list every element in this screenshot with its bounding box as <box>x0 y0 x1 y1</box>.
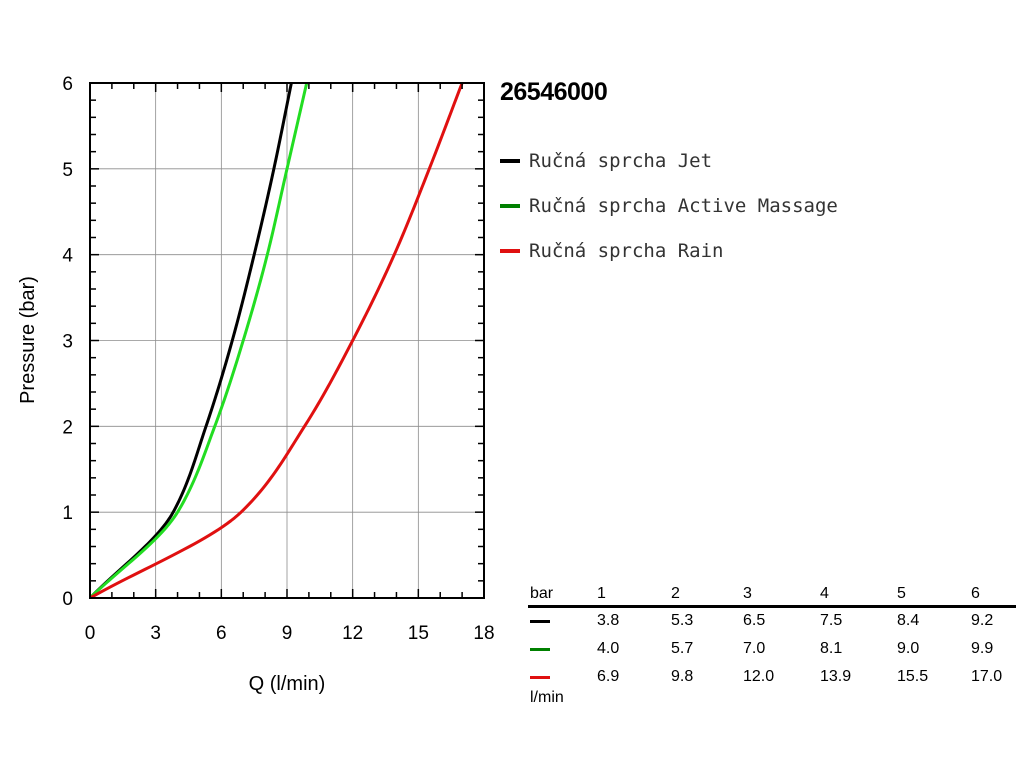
flow-table-header-cell: 5 <box>897 585 906 602</box>
y-tick-label: 5 <box>62 160 73 181</box>
legend-label-jet: Ručná sprcha Jet <box>529 149 713 172</box>
flow-table-cell: 7.5 <box>820 612 843 629</box>
legend: Ručná sprcha Jet Ručná sprcha Active Mas… <box>500 138 838 273</box>
flow-table-header-cell: 2 <box>671 585 680 602</box>
flow-table-cell: 7.0 <box>743 640 766 657</box>
x-tick-label: 0 <box>85 623 96 644</box>
legend-item-rain: Ručná sprcha Rain <box>500 228 838 273</box>
series-line-0 <box>90 83 293 598</box>
y-tick-label: 6 <box>62 74 73 95</box>
x-axis-label: Q (l/min) <box>249 673 326 695</box>
flow-table-cell: 3.8 <box>597 612 620 629</box>
legend-swatch-rain <box>500 248 520 253</box>
flow-table-cell: 9.0 <box>897 640 920 657</box>
flow-table-cell: 6.9 <box>597 668 620 685</box>
flow-table-key-rain <box>530 676 550 679</box>
chart-title: 26546000 <box>500 78 608 106</box>
flow-table-cell: 9.8 <box>671 668 694 685</box>
y-tick-label: 3 <box>62 332 73 353</box>
x-tick-label: 9 <box>282 623 293 644</box>
grid <box>89 82 485 599</box>
y-tick-label: 2 <box>62 417 73 438</box>
flow-table-cell: 5.7 <box>671 640 694 657</box>
series-lines <box>90 83 464 598</box>
flow-table-row: 3.8 5.3 6.5 7.5 8.4 9.2 <box>528 608 1016 636</box>
flow-table-cell: 6.5 <box>743 612 766 629</box>
flow-table-header-cell: 6 <box>971 585 980 602</box>
axis-ticks <box>89 82 485 599</box>
flow-table-cell: 8.4 <box>897 612 920 629</box>
flow-table-key-active-massage <box>530 648 550 651</box>
y-tick-label: 0 <box>62 589 73 610</box>
flow-table-cell: 4.0 <box>597 640 620 657</box>
flow-table-cell: 13.9 <box>820 668 852 685</box>
x-tick-label: 3 <box>150 623 161 644</box>
legend-item-active-massage: Ručná sprcha Active Massage <box>500 183 838 228</box>
flow-table-cell: 9.2 <box>971 612 994 629</box>
series-line-1 <box>90 83 309 598</box>
legend-swatch-jet <box>500 158 520 163</box>
x-tick-label: 6 <box>216 623 227 644</box>
flow-table-row: 4.0 5.7 7.0 8.1 9.0 9.9 <box>528 636 1016 664</box>
series-line-2 <box>90 83 464 598</box>
flow-table-cell: 15.5 <box>897 668 929 685</box>
flow-table-header-cell: 1 <box>597 585 606 602</box>
flow-table-cell: 17.0 <box>971 668 1003 685</box>
flow-table-unit: l/min <box>530 689 564 706</box>
flow-table-cell: 9.9 <box>971 640 994 657</box>
flow-table-row-label: bar <box>530 585 554 602</box>
y-tick-label: 4 <box>62 246 73 267</box>
flow-table-header: bar 1 2 3 4 5 6 <box>528 583 1016 608</box>
legend-label-rain: Ručná sprcha Rain <box>529 239 724 262</box>
flow-table: bar 1 2 3 4 5 6 3.8 5.3 6.5 7.5 8.4 9.2 … <box>528 583 1016 706</box>
y-tick-label: 1 <box>62 503 73 524</box>
legend-item-jet: Ručná sprcha Jet <box>500 138 838 183</box>
legend-label-active-massage: Ručná sprcha Active Massage <box>529 194 838 217</box>
flow-table-cell: 8.1 <box>820 640 843 657</box>
flow-table-header-cell: 4 <box>820 585 829 602</box>
flow-table-key-jet <box>530 620 550 623</box>
legend-swatch-active-massage <box>500 203 520 208</box>
x-tick-label: 12 <box>342 623 363 644</box>
x-tick-label: 18 <box>473 623 494 644</box>
flow-table-cell: 5.3 <box>671 612 694 629</box>
y-axis-label: Pressure (bar) <box>17 276 39 404</box>
flow-table-header-cell: 3 <box>743 585 752 602</box>
x-tick-label: 15 <box>408 623 429 644</box>
flow-table-row: 6.9 9.8 12.0 13.9 15.5 17.0 <box>528 664 1016 692</box>
flow-table-cell: 12.0 <box>743 668 775 685</box>
